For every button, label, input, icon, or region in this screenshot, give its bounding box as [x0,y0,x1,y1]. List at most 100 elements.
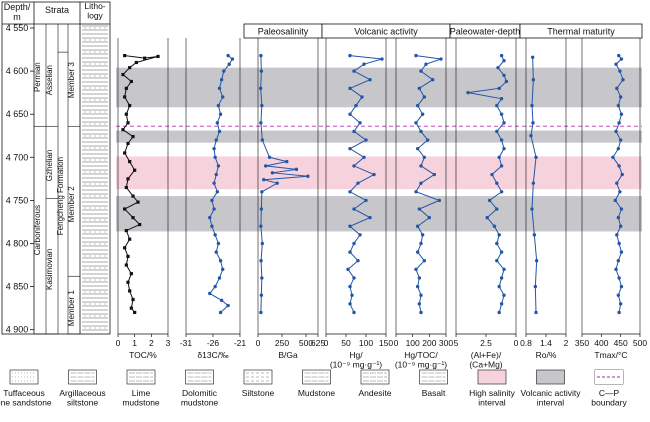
data-point [124,185,128,190]
data-point [499,164,504,168]
x-tick-label: 0 [324,338,329,348]
x-tick-label-line: 0 [514,338,519,348]
data-point [217,129,222,134]
data-point [123,151,127,155]
data-point [617,241,621,246]
x-tick-label: -26 [207,338,220,348]
data-point [123,207,127,211]
data-point [419,181,423,185]
data-point [121,72,125,77]
legend-label-line: boundary [591,398,627,408]
category-header-label-line: Paleosalinity [258,27,309,37]
member-label-line: Member 1 [67,290,76,327]
lithology-header-line: Litho- [84,1,105,11]
data-point [156,54,160,59]
data-point [495,241,499,246]
data-point [618,138,623,142]
data-point [354,103,358,108]
data-point [213,155,217,159]
data-point [414,53,418,58]
stage-label-line: Asselian [45,65,54,95]
data-point [415,224,420,228]
data-point [352,164,356,168]
x-tick-label: 350 [575,338,589,348]
data-point [531,78,536,82]
strata-header-line: Strata [45,5,69,15]
data-point [133,310,137,315]
data-point [417,302,422,306]
depth-tick-label: 4 700 [6,152,29,162]
data-point [617,276,621,280]
x-tick-label: -31 [180,338,193,348]
x-axis-label: B/Ga [278,350,298,360]
data-point [531,121,535,125]
data-point [126,141,130,146]
legend-swatch-pink [477,369,507,385]
data-point [138,222,142,227]
x-tick-label-line: 0 [116,338,121,348]
data-point [497,284,501,289]
data-point [618,95,623,99]
legend-label: Volcanic activity interval [521,388,582,408]
data-point [495,207,499,211]
data-point [218,259,223,263]
data-point [212,146,216,151]
data-point [614,267,618,272]
data-point [616,215,621,220]
legend-label: Dolomitic mudstone [181,388,219,408]
data-point [417,86,422,91]
x-axis-label-line: Ro/% [536,350,557,360]
data-point [210,198,214,203]
data-point [420,233,425,237]
depth-tick-label: 4 650 [6,109,29,119]
x-axis-label-line: (10⁻⁹ mg·g⁻¹) [330,360,382,370]
x-tick-label: 1 [132,338,137,348]
data-point [530,207,534,211]
data-point [437,198,442,203]
data-point [619,207,624,211]
data-point [218,310,223,315]
data-point [534,310,538,315]
data-point [499,138,504,142]
legend-box [536,369,565,385]
data-point [615,86,619,91]
data-point [497,233,501,237]
data-point [259,207,264,211]
data-point [215,190,220,194]
depth-axis-label-line: Depth/ [4,2,31,12]
x-tick-label-line: 0 [394,338,399,348]
data-point [419,310,423,315]
member-label: Member 1 [67,290,76,327]
interval-bands [116,67,642,232]
data-point [348,284,352,289]
x-tick-label: 0 [256,338,261,348]
data-point [352,241,356,246]
volcanic-activity-band [116,67,642,108]
data-point [502,59,506,63]
x-axis-label-line: (Ca+Mg) [469,360,502,370]
legend-swatch-lith-sand [9,369,39,385]
data-point [227,62,231,66]
data-point [496,65,500,70]
data-point [616,146,621,151]
x-axis-label-line: Hg/ [349,350,363,360]
data-point [214,138,218,142]
panel-d13c: -31 -26 -21 δ13C/‰ [180,38,246,360]
data-point [123,53,127,58]
data-point [422,95,427,99]
data-point [123,246,127,250]
data-point [217,86,222,91]
data-point [419,164,423,168]
x-tick-label-line: 2.5 [480,338,492,348]
stage-label: Kasimovian [45,249,54,290]
x-axis-label: Ro/% [536,350,557,360]
data-point [415,250,420,254]
data-point [419,129,423,134]
data-point [499,96,504,101]
x-tick-label-line: 5 [454,338,459,348]
x-tick-label: 0.8 [520,338,532,348]
category-header-label: Thermal maturity [547,27,615,37]
data-point [415,284,420,289]
depth-tick-label: 4 550 [6,23,29,33]
